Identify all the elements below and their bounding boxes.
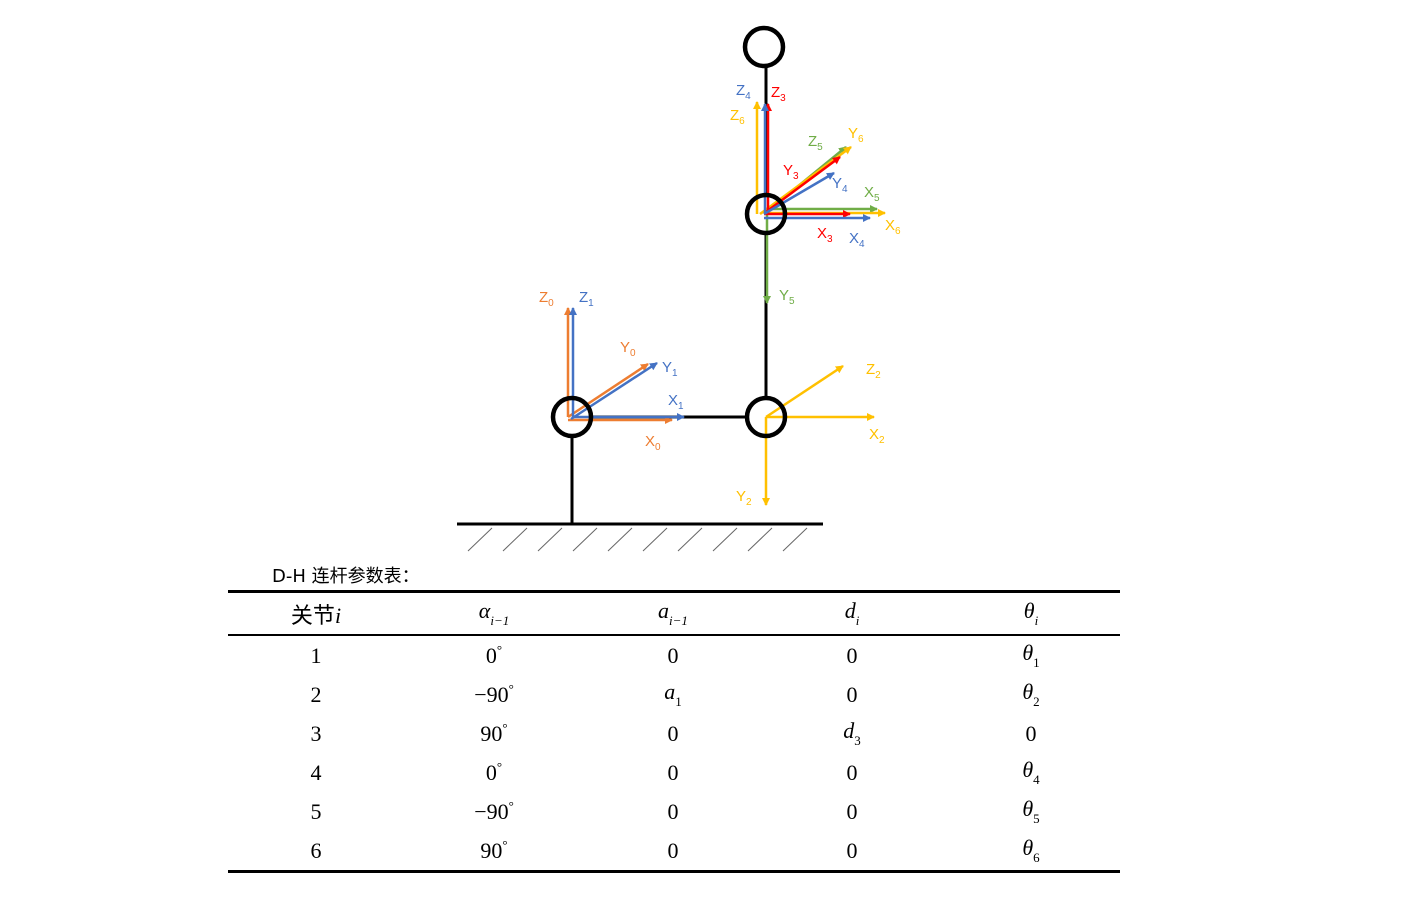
table-caption: D-H 连杆参数表：	[272, 566, 420, 587]
cell-d: 0	[846, 759, 858, 785]
table-row: 6 90° 0 0 θ6	[228, 831, 1120, 872]
cell-theta: θ5	[1022, 796, 1040, 826]
label-x3: X3	[817, 225, 833, 245]
joint-2-circle	[744, 395, 788, 439]
cell-a: 0	[667, 837, 679, 863]
frame-2-axes	[762, 364, 875, 506]
y3-axis	[765, 155, 841, 214]
y0-axis	[567, 362, 649, 419]
cell-a: 0	[667, 798, 679, 824]
label-x4: X4	[849, 230, 865, 250]
label-x6: X6	[885, 217, 901, 237]
joints	[550, 25, 788, 439]
cell-theta: θ4	[1022, 757, 1040, 787]
cell-d: 0	[846, 798, 858, 824]
cell-a: a1	[664, 679, 682, 709]
label-y3: Y3	[783, 162, 799, 182]
label-z0: Z0	[539, 289, 554, 309]
cell-alpha: −90°	[474, 681, 514, 707]
cell-theta: θ6	[1022, 835, 1040, 865]
table-row: 5 −90° 0 0 θ5	[228, 792, 1120, 831]
cell-joint: 5	[310, 798, 322, 824]
cell-alpha: 0°	[485, 642, 503, 668]
label-z2: Z2	[866, 361, 881, 381]
header-a: ai−1	[658, 598, 688, 628]
cell-joint: 2	[310, 681, 322, 707]
y4-axis	[763, 171, 835, 216]
label-x1: X1	[668, 392, 684, 412]
cell-theta: θ1	[1022, 640, 1040, 670]
links	[570, 66, 768, 524]
cell-a: 0	[667, 642, 679, 668]
cell-joint: 6	[310, 837, 322, 863]
label-y4: Y4	[832, 175, 848, 195]
cell-alpha: −90°	[474, 798, 514, 824]
wrist-joint-circle	[744, 192, 788, 236]
table-row: 3 90° 0 d3 0	[228, 714, 1120, 753]
end-effector-circle	[742, 25, 786, 69]
label-z6: Z6	[730, 107, 745, 127]
ground	[457, 522, 823, 552]
joint-1-circle	[550, 395, 594, 439]
cell-d: 0	[846, 837, 858, 863]
cell-alpha: 90°	[480, 720, 508, 746]
header-joint: 关节i	[290, 602, 342, 628]
cell-d: 0	[846, 681, 858, 707]
cell-alpha: 90°	[480, 837, 508, 863]
z2-axis	[765, 364, 844, 419]
label-z4: Z4	[736, 82, 751, 102]
cell-alpha: 0°	[485, 759, 503, 785]
label-x0: X0	[645, 433, 661, 453]
cell-a: 0	[667, 759, 679, 785]
label-z1: Z1	[579, 289, 594, 309]
label-y0: Y0	[620, 339, 636, 359]
label-y1: Y1	[662, 359, 678, 379]
y1-axis	[570, 361, 658, 421]
label-z3: Z3	[771, 84, 786, 104]
cell-joint: 3	[310, 720, 322, 746]
table-header-row: 关节i αi−1 ai−1 di θi	[228, 591, 1120, 635]
label-y6: Y6	[848, 125, 864, 145]
robot-arm-diagram: Z0 Z1 Y0 Y1 X1 X0 Z2 X2 Y2 Y5 Z4 Z3 Z6 Z…	[457, 25, 901, 552]
cell-d: 0	[846, 642, 858, 668]
label-y2: Y2	[736, 488, 752, 508]
cell-theta: θ2	[1022, 679, 1040, 709]
table-row: 4 0° 0 0 θ4	[228, 753, 1120, 792]
label-x2: X2	[869, 426, 885, 446]
axis-labels: Z0 Z1 Y0 Y1 X1 X0 Z2 X2 Y2 Y5 Z4 Z3 Z6 Z…	[539, 82, 901, 508]
cell-theta: 0	[1025, 720, 1037, 746]
table-row: 2 −90° a1 0 θ2	[228, 675, 1120, 714]
header-alpha: αi−1	[478, 598, 510, 628]
label-y5: Y5	[779, 287, 795, 307]
header-d: di	[844, 598, 860, 628]
cell-a: 0	[667, 720, 679, 746]
cell-joint: 1	[310, 642, 322, 668]
table-row: 1 0° 0 0 θ1	[228, 635, 1120, 675]
label-x5: X5	[864, 184, 880, 204]
header-theta: θi	[1023, 598, 1039, 628]
cell-d: d3	[843, 718, 861, 748]
cell-joint: 4	[310, 759, 322, 785]
label-z5: Z5	[808, 133, 823, 153]
dh-parameter-table: 关节i αi−1 ai−1 di θi 1 0° 0 0 θ1 2 −90° a…	[228, 590, 1120, 873]
